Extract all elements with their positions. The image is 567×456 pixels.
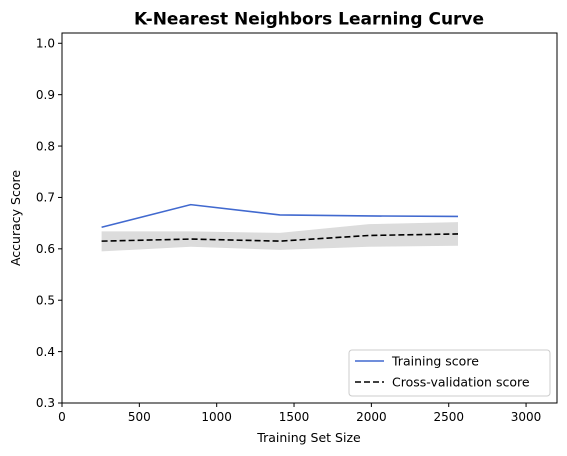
y-tick-label: 0.3 xyxy=(36,396,55,410)
y-tick-label: 0.4 xyxy=(36,345,55,359)
y-axis-title: Accuracy Score xyxy=(8,170,23,266)
y-axis-ticks: 0.3 0.4 0.5 0.6 0.7 0.8 0.9 1.0 xyxy=(36,36,62,410)
y-tick-label: 0.5 xyxy=(36,293,55,307)
legend-label-cross-validation: Cross-validation score xyxy=(392,375,530,390)
x-tick-label: 1000 xyxy=(201,410,232,424)
y-tick-label: 0.8 xyxy=(36,139,55,153)
x-tick-label: 3000 xyxy=(511,410,542,424)
x-axis-ticks: 0 500 1000 1500 2000 2500 3000 xyxy=(58,403,541,424)
chart-title: K-Nearest Neighbors Learning Curve xyxy=(134,10,484,30)
x-axis-title: Training Set Size xyxy=(256,430,361,445)
legend: Training score Cross-validation score xyxy=(348,349,551,397)
x-tick-label: 1500 xyxy=(279,410,310,424)
x-tick-label: 2000 xyxy=(356,410,387,424)
y-tick-label: 0.6 xyxy=(36,242,55,256)
y-tick-label: 1.0 xyxy=(36,36,55,50)
training-score-line xyxy=(101,203,459,229)
x-tick-label: 500 xyxy=(128,410,151,424)
cross-validation-band xyxy=(101,222,458,252)
y-tick-label: 0.9 xyxy=(36,88,55,102)
axes-frame xyxy=(61,32,558,404)
legend-box xyxy=(348,349,551,397)
plot-area xyxy=(61,32,558,404)
cross-validation-score-line xyxy=(101,233,459,242)
y-tick-label: 0.7 xyxy=(36,191,55,205)
x-tick-label: 0 xyxy=(58,410,66,424)
x-tick-label: 2500 xyxy=(433,410,464,424)
legend-label-training: Training score xyxy=(391,354,479,369)
